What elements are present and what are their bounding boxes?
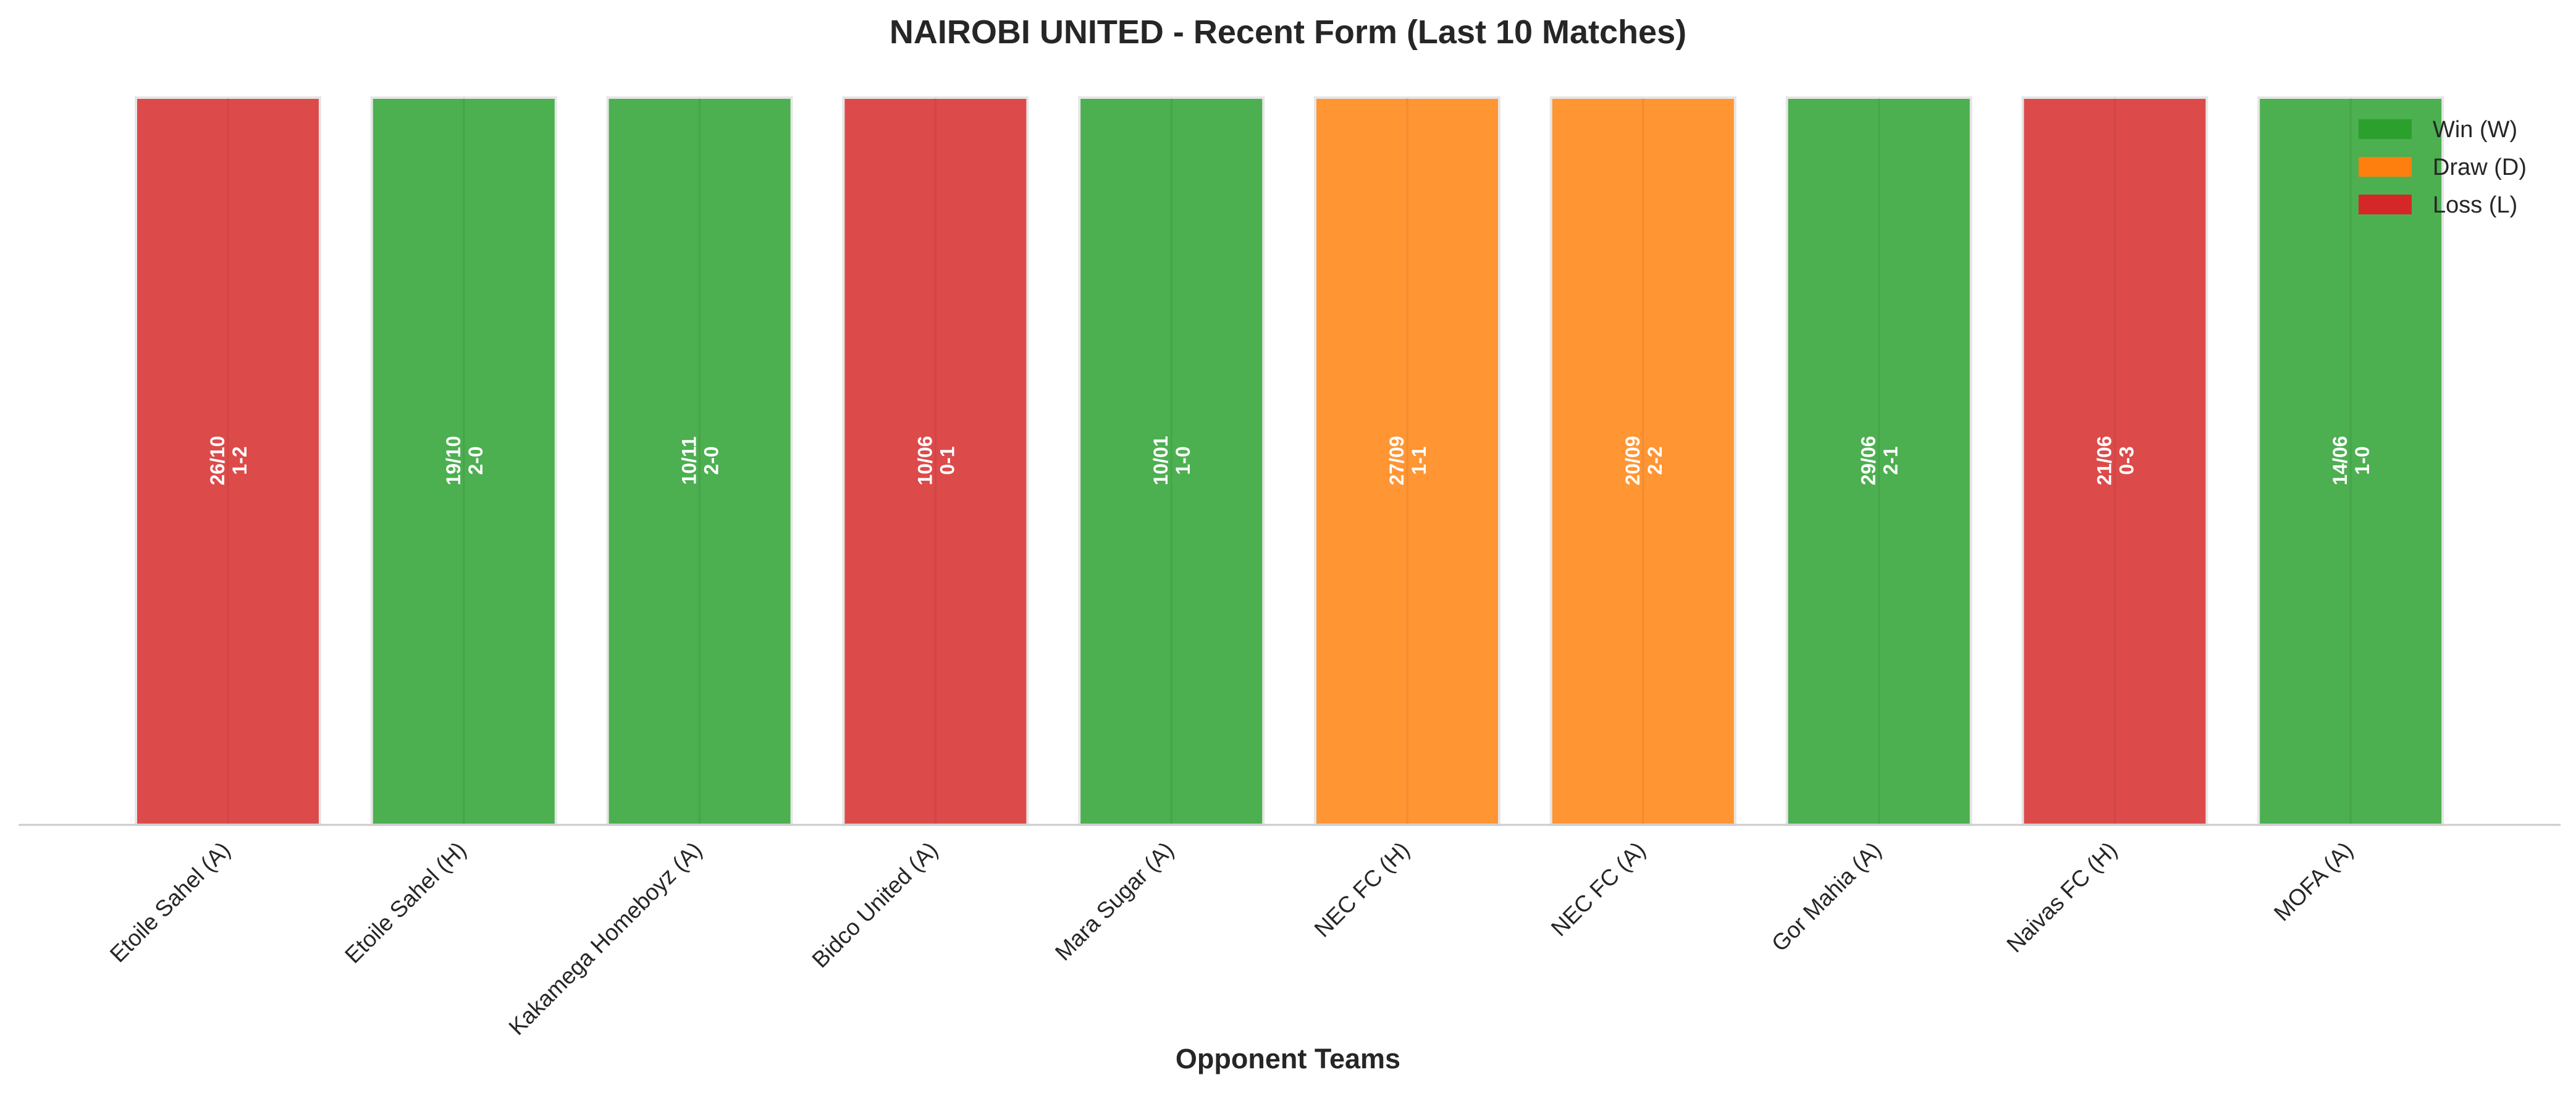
x-tick-label: Bidco United (A) bbox=[807, 837, 943, 973]
bar-score: 2-1 bbox=[1880, 446, 1902, 475]
x-tick-label: Etoile Sahel (A) bbox=[105, 837, 235, 968]
bar-label: 27/091-1 bbox=[1386, 436, 1430, 485]
bar-2-W bbox=[370, 96, 557, 826]
bar-date: 29/06 bbox=[1858, 436, 1880, 485]
bar-date: 19/10 bbox=[442, 436, 465, 485]
x-tick-label: Mara Sugar (A) bbox=[1050, 837, 1179, 966]
bar-label: 10/011-0 bbox=[1150, 436, 1194, 485]
bar-date: 21/06 bbox=[2093, 436, 2115, 485]
legend-label-L: Loss (L) bbox=[2433, 192, 2517, 218]
bar-label: 19/102-0 bbox=[442, 436, 487, 485]
legend: Win (W) Draw (D) Loss (L) bbox=[2359, 117, 2527, 218]
bar-6-D bbox=[1314, 96, 1501, 826]
x-tick-labels: Etoile Sahel (A) Etoile Sahel (H) Kakamega… bbox=[105, 837, 2358, 1040]
legend-swatch-W bbox=[2359, 119, 2412, 139]
bar-label: 10/060-1 bbox=[914, 436, 958, 485]
bar-score: 0-1 bbox=[936, 446, 958, 475]
bar-date: 20/09 bbox=[1622, 436, 1644, 485]
x-tick-label: Etoile Sahel (H) bbox=[340, 837, 471, 968]
legend-label-W: Win (W) bbox=[2433, 117, 2517, 143]
bar-label: 20/092-2 bbox=[1622, 436, 1666, 485]
bar-3-W bbox=[606, 96, 793, 826]
x-tick-label: MOFA (A) bbox=[2269, 837, 2358, 926]
x-tick-label: NEC FC (H) bbox=[1310, 837, 1415, 942]
bar-date: 27/09 bbox=[1386, 436, 1408, 485]
x-tick-label: NEC FC (A) bbox=[1546, 837, 1651, 942]
bar-score: 1-2 bbox=[229, 446, 251, 475]
bar-5-W bbox=[1078, 96, 1265, 826]
legend-label-D: Draw (D) bbox=[2433, 154, 2527, 180]
chart-title: NAIROBI UNITED - Recent Form (Last 10 Ma… bbox=[890, 14, 1686, 51]
bar-10-W bbox=[2257, 96, 2444, 826]
bar-score: 1-0 bbox=[1172, 446, 1194, 475]
bar-score: 2-0 bbox=[465, 446, 487, 475]
bar-label: 26/101-2 bbox=[206, 436, 251, 485]
bar-label: 21/060-3 bbox=[2093, 436, 2137, 485]
bar-date: 10/01 bbox=[1150, 436, 1172, 485]
bars-group: 26/101-2 19/102-0 10/112-0 10/060-1 10/011-0… bbox=[135, 96, 2444, 826]
bar-date: 14/06 bbox=[2329, 436, 2351, 485]
x-axis-label: Opponent Teams bbox=[1176, 1043, 1400, 1074]
bar-score: 1-0 bbox=[2351, 446, 2373, 475]
bar-label: 29/062-1 bbox=[1858, 436, 1902, 485]
bar-score: 2-0 bbox=[701, 446, 723, 475]
bar-7-D bbox=[1549, 96, 1736, 826]
bar-date: 10/11 bbox=[678, 436, 701, 484]
x-tick-label: Naivas FC (H) bbox=[2001, 837, 2122, 958]
x-tick-label: Gor Mahia (A) bbox=[1767, 837, 1886, 956]
bar-label: 10/112-0 bbox=[678, 436, 723, 484]
legend-swatch-D bbox=[2359, 157, 2412, 177]
legend-swatch-L bbox=[2359, 195, 2412, 214]
bar-date: 10/06 bbox=[914, 436, 936, 485]
bar-1-L bbox=[135, 96, 321, 826]
bar-score: 1-1 bbox=[1408, 446, 1430, 475]
bar-label: 14/061-0 bbox=[2329, 436, 2373, 485]
bar-score: 0-3 bbox=[2115, 446, 2137, 475]
bar-date: 26/10 bbox=[206, 436, 229, 485]
bar-4-L bbox=[842, 96, 1029, 826]
bar-score: 2-2 bbox=[1644, 446, 1666, 475]
x-tick-label: Kakamega Homeboyz (A) bbox=[504, 837, 707, 1040]
